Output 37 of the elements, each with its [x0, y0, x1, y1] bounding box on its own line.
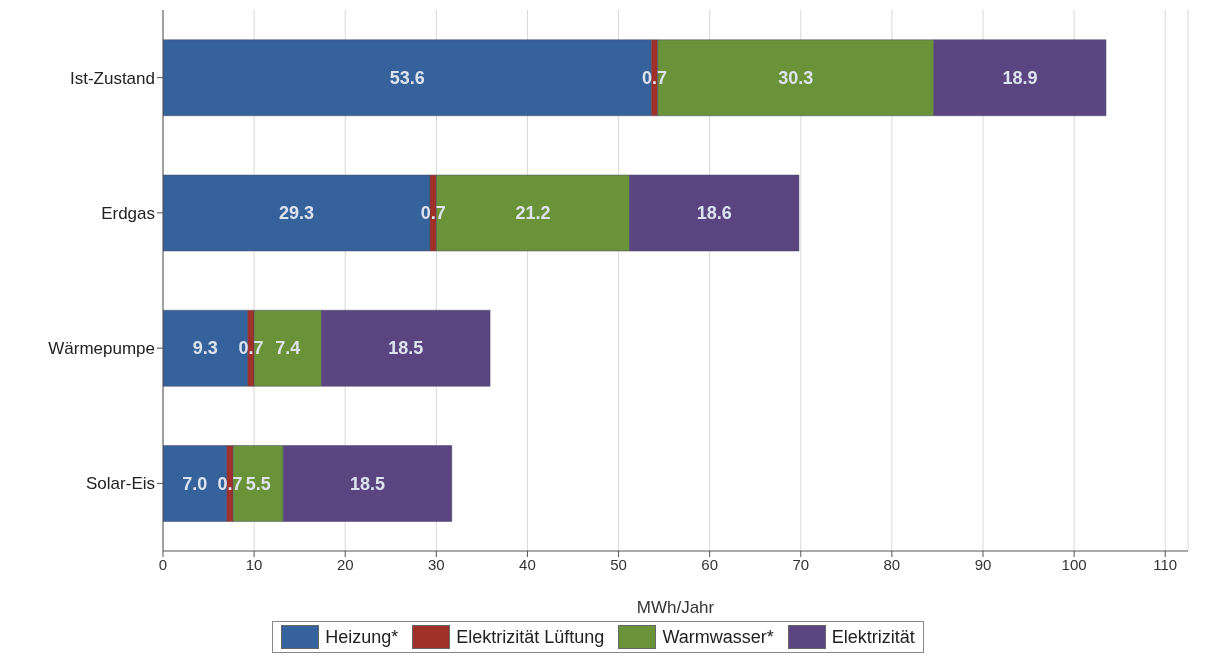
x-tick-label: 100 [1061, 555, 1087, 573]
data-label: 0.7 [420, 203, 446, 224]
x-tick-label: 60 [701, 555, 719, 573]
data-label: 18.6 [696, 203, 732, 224]
data-label: 0.7 [238, 338, 264, 359]
data-label: 7.0 [182, 473, 208, 494]
data-label: 30.3 [778, 67, 814, 88]
x-tick-label: 90 [974, 555, 992, 573]
data-label: 0.7 [642, 67, 668, 88]
legend-label: Elektrizität [830, 625, 915, 649]
legend-label: Heizung* [324, 625, 399, 649]
data-label: 9.3 [192, 338, 218, 359]
data-label: 21.2 [515, 203, 551, 224]
data-label: 7.4 [275, 338, 301, 359]
data-label: 0.7 [217, 473, 243, 494]
legend-label: Elektrizität Lüftung [455, 625, 605, 649]
y-tick-label: Ist-Zustand [69, 68, 155, 88]
y-tick-label: Erdgas [101, 203, 155, 223]
x-axis-title: MWh/Jahr [636, 598, 715, 617]
data-label: 18.9 [1002, 67, 1038, 88]
x-tick-label: 110 [1153, 555, 1178, 573]
y-tick-label: Wärmepumpe [48, 339, 155, 359]
data-label: 29.3 [278, 203, 314, 224]
x-tick-label: 30 [427, 555, 445, 573]
data-label: 53.6 [389, 67, 425, 88]
x-tick-label: 20 [336, 555, 354, 573]
data-label: 5.5 [245, 473, 271, 494]
x-tick-label: 50 [610, 555, 627, 573]
x-tick-label: 40 [519, 555, 536, 573]
y-tick-label: Solar-Eis [86, 474, 155, 494]
x-tick-label: 80 [883, 555, 901, 573]
x-tick-label: 0 [158, 555, 168, 573]
legend-label: Warmwasser* [661, 625, 774, 649]
data-label: 18.5 [350, 473, 386, 494]
x-tick-label: 10 [245, 555, 263, 573]
x-tick-label: 70 [792, 555, 810, 573]
data-label: 18.5 [388, 338, 424, 359]
